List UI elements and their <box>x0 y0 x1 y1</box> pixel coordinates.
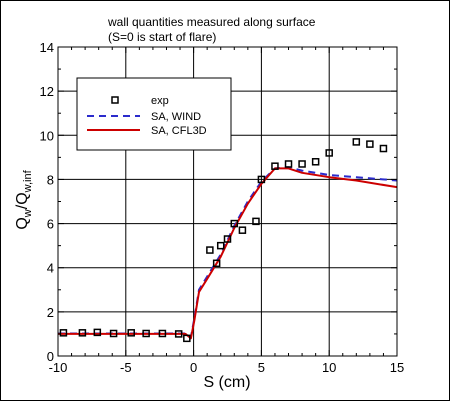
legend-wind-label: SA, WIND <box>151 111 201 123</box>
exp-point <box>366 140 374 148</box>
exp-point <box>206 246 214 254</box>
x-tick-labels: -10 -5 0 5 10 15 <box>49 360 405 375</box>
legend-cfl3d-label: SA, CFL3D <box>151 125 207 137</box>
y-tick-label: 6 <box>47 217 54 232</box>
exp-point <box>325 149 333 157</box>
y-label-mid: /Q <box>14 192 31 209</box>
x-tick-label: 5 <box>258 360 265 375</box>
exp-point <box>238 226 247 234</box>
legend-exp-label: exp <box>151 95 169 107</box>
exp-point <box>230 219 239 228</box>
y-tick-label: 2 <box>47 305 54 320</box>
y-tick-label: 8 <box>47 172 54 187</box>
x-tick-label: -10 <box>49 360 68 375</box>
y-tick-label: 12 <box>40 84 54 99</box>
y-axis-label: Qw/Qw,inf <box>14 169 34 229</box>
y-tick-labels: 0 2 4 6 8 10 12 14 <box>40 40 54 364</box>
exp-point <box>298 160 306 168</box>
x-tick-label: 15 <box>390 360 404 375</box>
y-tick-label: 10 <box>40 128 54 143</box>
y-label-sub2: w,inf <box>22 169 34 193</box>
exp-point <box>212 259 221 268</box>
y-label-sub1: w <box>22 209 34 218</box>
exp-point <box>271 162 279 170</box>
exp-point <box>127 329 135 337</box>
x-tick-label: 0 <box>190 360 197 375</box>
exp-point <box>252 217 260 226</box>
series-line-2 <box>58 167 397 340</box>
exp-point <box>352 138 361 146</box>
legend-box <box>76 77 232 151</box>
series-layer <box>58 138 397 343</box>
exp-point <box>174 330 183 338</box>
chart-title-line-2: (S=0 is start of flare) <box>108 30 216 44</box>
exp-point <box>311 158 320 166</box>
exp-point <box>257 175 266 184</box>
axis-ticks <box>57 46 398 357</box>
exp-point <box>109 329 118 338</box>
y-tick-label: 0 <box>47 349 54 364</box>
series-line-1 <box>58 166 397 339</box>
chart-title-line-1: wall quantities measured along surface <box>107 15 316 29</box>
y-tick-label: 14 <box>40 40 54 55</box>
exp-point <box>158 329 167 338</box>
x-tick-label: 10 <box>322 360 336 375</box>
exp-point <box>59 329 68 337</box>
exp-point <box>78 329 87 337</box>
exp-point <box>216 241 225 250</box>
legend-exp-marker <box>111 96 119 104</box>
y-tick-label: 4 <box>47 261 54 276</box>
exp-point <box>93 328 102 337</box>
x-axis-label: S (cm) <box>203 374 250 391</box>
exp-point <box>284 160 293 168</box>
exp-point <box>142 329 150 338</box>
legend: exp SA, WIND SA, CFL3D <box>76 77 232 151</box>
exp-point <box>379 144 388 153</box>
exp-point <box>223 235 232 243</box>
y-label-main: Q <box>14 217 31 229</box>
exp-point <box>183 334 191 343</box>
x-tick-label: -5 <box>120 360 132 375</box>
